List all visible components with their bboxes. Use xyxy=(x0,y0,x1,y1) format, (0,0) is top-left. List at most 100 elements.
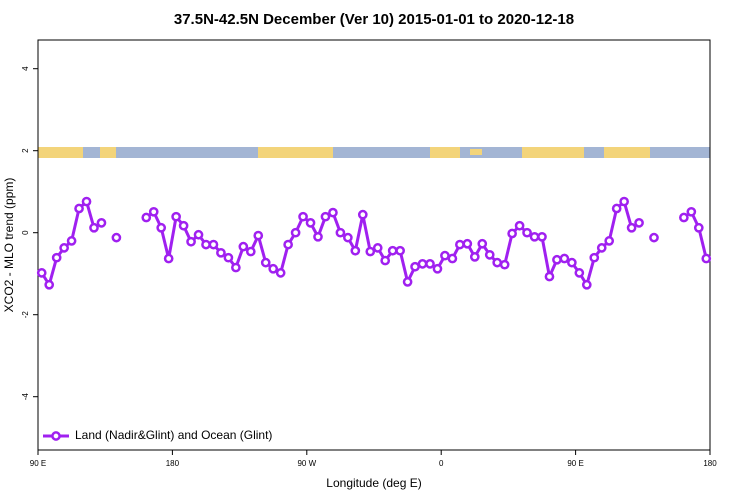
data-point xyxy=(462,238,473,249)
data-point xyxy=(305,218,316,228)
data-point xyxy=(402,277,413,287)
data-point xyxy=(417,259,428,269)
data-point xyxy=(387,245,398,256)
data-point xyxy=(432,263,443,274)
data-point xyxy=(365,246,376,257)
data-point xyxy=(649,232,659,243)
map-strip xyxy=(38,147,710,158)
data-point xyxy=(425,259,435,269)
data-point xyxy=(81,196,92,207)
data-point xyxy=(313,231,323,242)
data-point xyxy=(96,218,107,228)
data-point xyxy=(596,243,607,253)
data-point xyxy=(357,209,368,220)
data-point xyxy=(275,268,286,278)
data-point xyxy=(559,253,570,264)
data-point xyxy=(701,253,712,264)
data-point xyxy=(604,236,615,246)
data-point xyxy=(343,232,353,243)
data-point xyxy=(298,211,308,222)
data-point xyxy=(36,268,47,278)
data-point xyxy=(537,231,547,242)
data-point xyxy=(380,255,391,266)
y-tick-label: -4 xyxy=(21,393,30,401)
data-point xyxy=(410,261,420,272)
chart-title: 37.5N-42.5N December (Ver 10) 2015-01-01… xyxy=(174,11,574,28)
data-point xyxy=(111,232,122,243)
data-point xyxy=(544,271,555,282)
data-point xyxy=(469,252,480,262)
x-tick-label: 90 E xyxy=(30,459,46,468)
x-axis-label: Longitude (deg E) xyxy=(326,476,421,490)
data-point xyxy=(238,241,249,252)
data-point xyxy=(477,238,488,249)
data-point xyxy=(626,222,637,233)
data-point xyxy=(163,253,174,264)
data-point xyxy=(328,207,338,218)
data-point xyxy=(260,257,271,268)
x-tick-label: 0 xyxy=(439,459,444,468)
data-point xyxy=(320,211,331,222)
x-tick-label: 90 W xyxy=(297,459,316,468)
data-point xyxy=(283,239,293,250)
data-point xyxy=(455,239,465,250)
data-point xyxy=(619,196,629,207)
data-point xyxy=(574,268,585,278)
data-point xyxy=(447,253,458,264)
data-point xyxy=(529,231,540,242)
data-point xyxy=(66,236,77,246)
data-point xyxy=(484,249,495,260)
data-point xyxy=(44,279,55,290)
data-point xyxy=(141,212,152,223)
y-tick-label: -2 xyxy=(21,311,30,319)
data-point xyxy=(253,230,264,241)
data-point xyxy=(148,206,159,217)
data-point xyxy=(686,206,697,217)
data-point xyxy=(156,222,167,233)
data-point xyxy=(216,247,226,258)
data-point xyxy=(290,227,301,238)
data-point xyxy=(499,259,510,270)
legend-label: Land (Nadir&Glint) and Ocean (Glint) xyxy=(75,428,272,442)
data-point xyxy=(223,252,234,263)
data-point xyxy=(186,236,196,247)
data-point xyxy=(59,243,69,253)
data-point xyxy=(507,228,517,239)
x-tick-label: 90 E xyxy=(567,459,583,468)
data-point xyxy=(611,203,622,214)
plot-frame xyxy=(37,39,711,451)
data-point xyxy=(208,239,219,250)
data-point xyxy=(268,263,279,274)
data-point xyxy=(589,252,600,263)
legend-marker xyxy=(51,431,61,441)
data-point xyxy=(74,203,84,214)
y-axis-label: XCO2 - MLO trend (ppm) xyxy=(2,178,16,313)
data-point xyxy=(552,254,562,265)
data-point xyxy=(201,239,211,250)
y-tick-label: 2 xyxy=(21,148,30,153)
data-point xyxy=(335,227,346,238)
data-point xyxy=(492,257,503,268)
x-tick-label: 180 xyxy=(703,459,717,468)
data-point xyxy=(440,250,450,261)
data-point xyxy=(171,211,181,222)
data-point xyxy=(522,227,532,238)
data-point xyxy=(395,245,405,256)
data-point xyxy=(372,243,383,253)
data-point xyxy=(51,252,62,263)
y-tick-label: 0 xyxy=(21,230,30,235)
data-point xyxy=(581,279,592,290)
data-point xyxy=(634,218,644,228)
data-point xyxy=(245,246,256,257)
y-tick-label: 4 xyxy=(21,66,30,71)
data-point xyxy=(89,222,99,233)
data-point xyxy=(514,220,525,231)
data-point xyxy=(193,229,204,240)
x-tick-label: 180 xyxy=(166,459,180,468)
data-point xyxy=(231,262,241,273)
data-point xyxy=(679,212,689,223)
data-point xyxy=(178,220,189,231)
data-point xyxy=(567,257,577,268)
data-point xyxy=(350,245,361,256)
